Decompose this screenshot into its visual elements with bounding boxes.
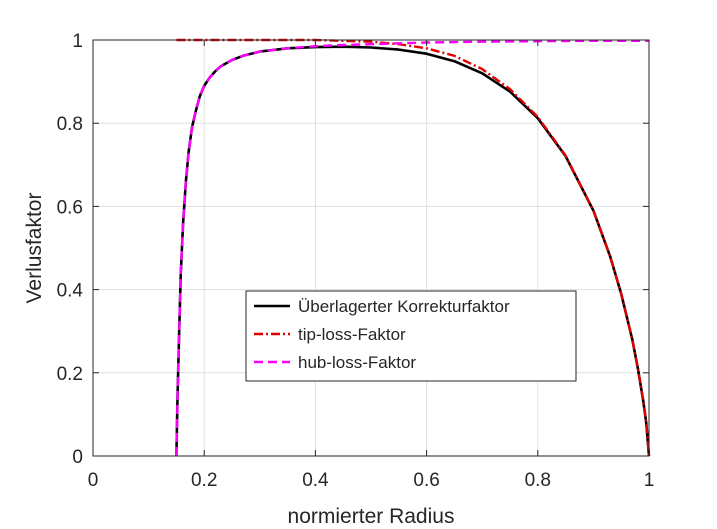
legend: Überlagerter Korrekturfaktor tip-loss-Fak… [245, 290, 577, 382]
ticks [92, 39, 650, 457]
x-tick-label: 0.6 [413, 470, 439, 491]
plot-area-background [93, 40, 649, 456]
series-line-hub-loss-faktor [175, 39, 649, 457]
axes-box [92, 39, 650, 457]
legend-label: Überlagerter Korrekturfaktor [298, 297, 510, 316]
legend-box [245, 290, 577, 382]
y-tick-label: 0.4 [57, 281, 84, 302]
y-tick-label: 1 [72, 31, 83, 52]
y-tick-labels: 0 0.2 0.4 0.6 0.8 1 [57, 31, 84, 468]
x-tick-label: 0.8 [525, 470, 551, 491]
x-tick-label: 0.2 [191, 470, 217, 491]
legend-label: tip-loss-Faktor [298, 325, 406, 344]
x-tick-label: 0 [88, 470, 99, 491]
y-tick-label: 0.8 [57, 114, 83, 135]
y-axis-label: Verlusfaktor [23, 193, 46, 304]
legend-items: Überlagerter Korrekturfaktor tip-loss-Fak… [254, 297, 510, 372]
y-tick-label: 0 [72, 447, 83, 468]
y-tick-label: 0.2 [57, 364, 83, 385]
grid [92, 39, 650, 457]
x-tick-label: 1 [644, 470, 655, 491]
y-tick-label: 0.6 [57, 197, 83, 218]
x-tick-labels: 0 0.2 0.4 0.6 0.8 1 [88, 470, 655, 491]
legend-label: hub-loss-Faktor [298, 353, 416, 372]
x-axis-label: normierter Radius [288, 505, 455, 528]
x-tick-label: 0.4 [302, 470, 329, 491]
